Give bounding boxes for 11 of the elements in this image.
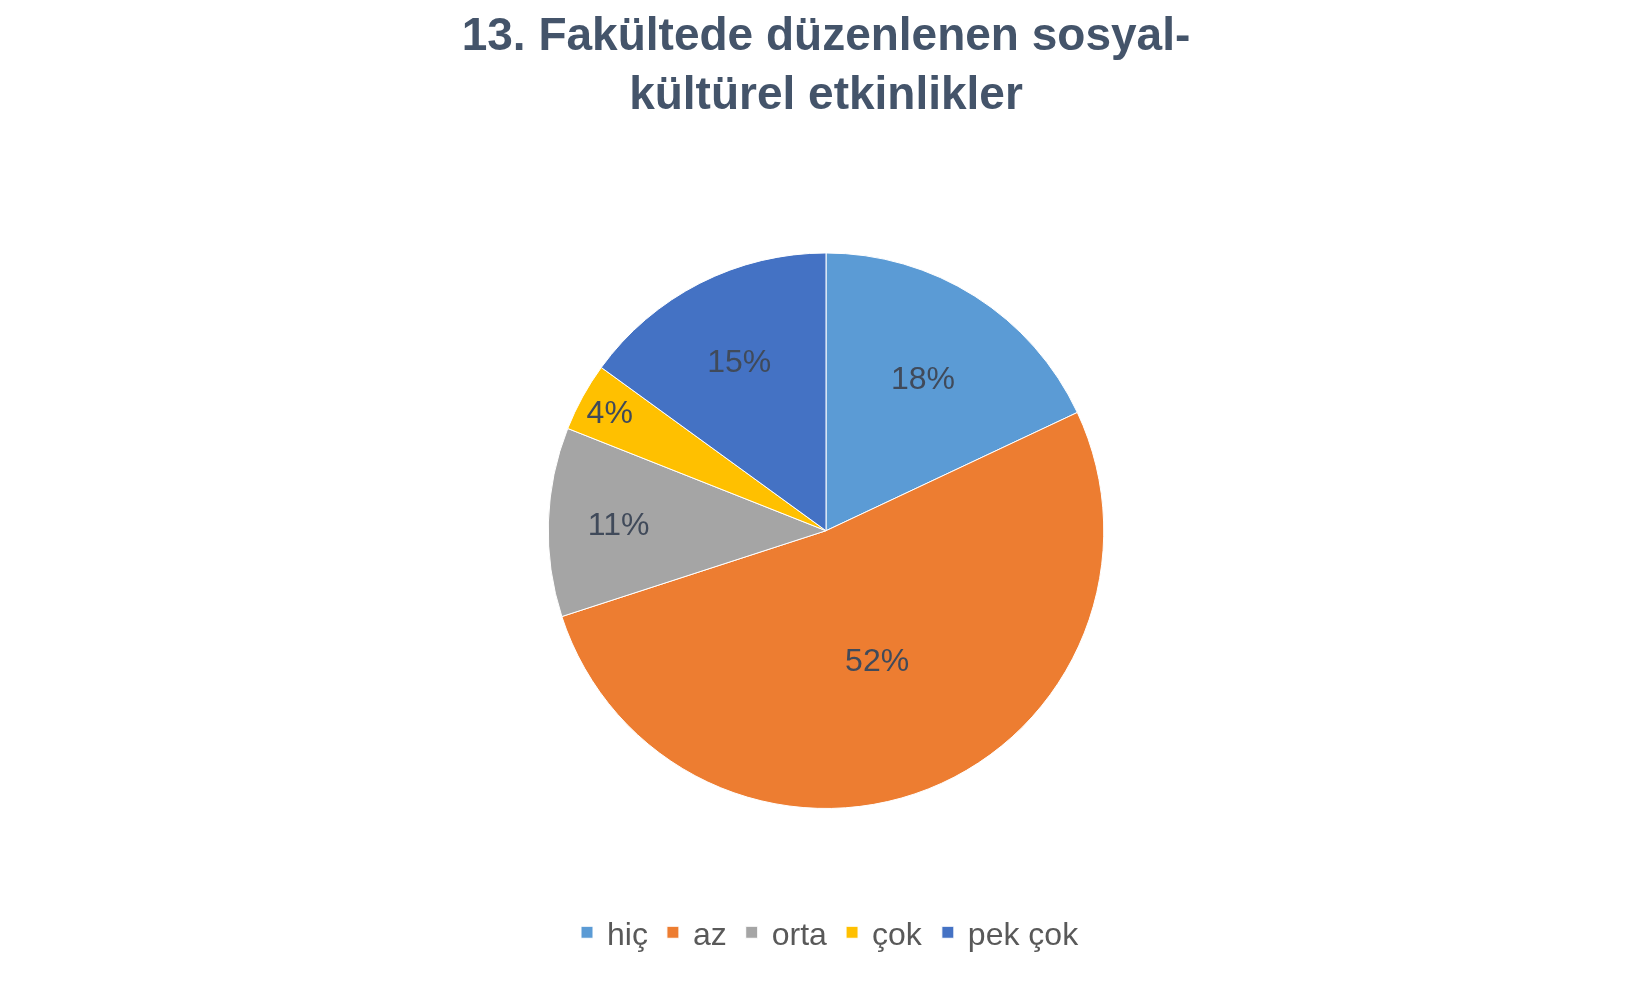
data-label: 4%	[586, 393, 633, 430]
legend-label: az	[692, 915, 727, 952]
legend-label: pek çok	[967, 915, 1080, 952]
legend-label: hiç	[607, 915, 648, 952]
legend-label: çok	[872, 915, 923, 952]
chart-title: 13. Fakültede düzenlenen sosyal-kültürel etkinlikler	[461, 7, 1191, 120]
data-label: 11%	[587, 506, 650, 543]
data-label: 18%	[890, 360, 955, 397]
legend-label: orta	[771, 915, 828, 952]
data-label: 52%	[845, 641, 910, 678]
data-label: 15%	[707, 342, 772, 379]
